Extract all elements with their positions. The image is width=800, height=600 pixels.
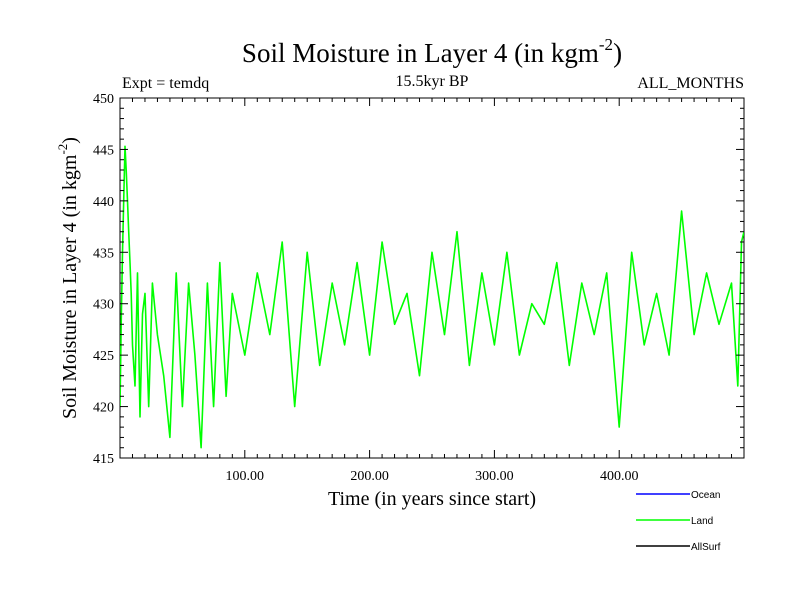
y-axis-label: Soil Moisture in Layer 4 (in kgm-2) xyxy=(55,137,81,419)
subtitle-left: Expt = temdq xyxy=(122,75,209,92)
y-tick-label: 440 xyxy=(93,195,114,210)
y-axis-label-end: ) xyxy=(59,137,81,144)
x-tick-label: 300.00 xyxy=(475,469,514,484)
ticks-layer: 415 420 425 430 435 440 445 450 100.00 200.00 300.… xyxy=(93,92,744,484)
chart-title-superscript: -2 xyxy=(599,35,613,54)
y-tick-label: 425 xyxy=(93,349,114,364)
chart-title-main: Soil Moisture in Layer 4 (in kgm xyxy=(242,38,599,68)
series-layer xyxy=(120,145,744,449)
legend-label-allsurf: AllSurf xyxy=(691,542,721,553)
y-axis-label-main: Soil Moisture in Layer 4 (in kgm xyxy=(59,154,81,419)
legend-label-land: Land xyxy=(691,516,713,527)
x-tick-label: 200.00 xyxy=(350,469,389,484)
series-line-land xyxy=(120,145,744,449)
subtitle-right: ALL_MONTHS xyxy=(637,75,744,92)
x-tick-label: 400.00 xyxy=(600,469,639,484)
chart-title-end: ) xyxy=(613,38,622,68)
y-tick-label: 435 xyxy=(93,246,114,261)
legend: Ocean Land AllSurf xyxy=(636,490,721,553)
x-tick-label: 100.00 xyxy=(226,469,265,484)
y-tick-label: 420 xyxy=(93,401,114,416)
y-axis-label-superscript: -2 xyxy=(55,144,70,155)
y-tick-label: 445 xyxy=(93,143,114,158)
legend-label-ocean: Ocean xyxy=(691,490,720,501)
x-axis-label: Time (in years since start) xyxy=(328,488,536,510)
chart-title: Soil Moisture in Layer 4 (in kgm-2) xyxy=(242,35,622,68)
y-tick-label: 430 xyxy=(93,298,114,313)
y-tick-label: 415 xyxy=(93,452,114,467)
subtitle-center: 15.5kyr BP xyxy=(396,73,469,90)
y-tick-label: 450 xyxy=(93,92,114,107)
